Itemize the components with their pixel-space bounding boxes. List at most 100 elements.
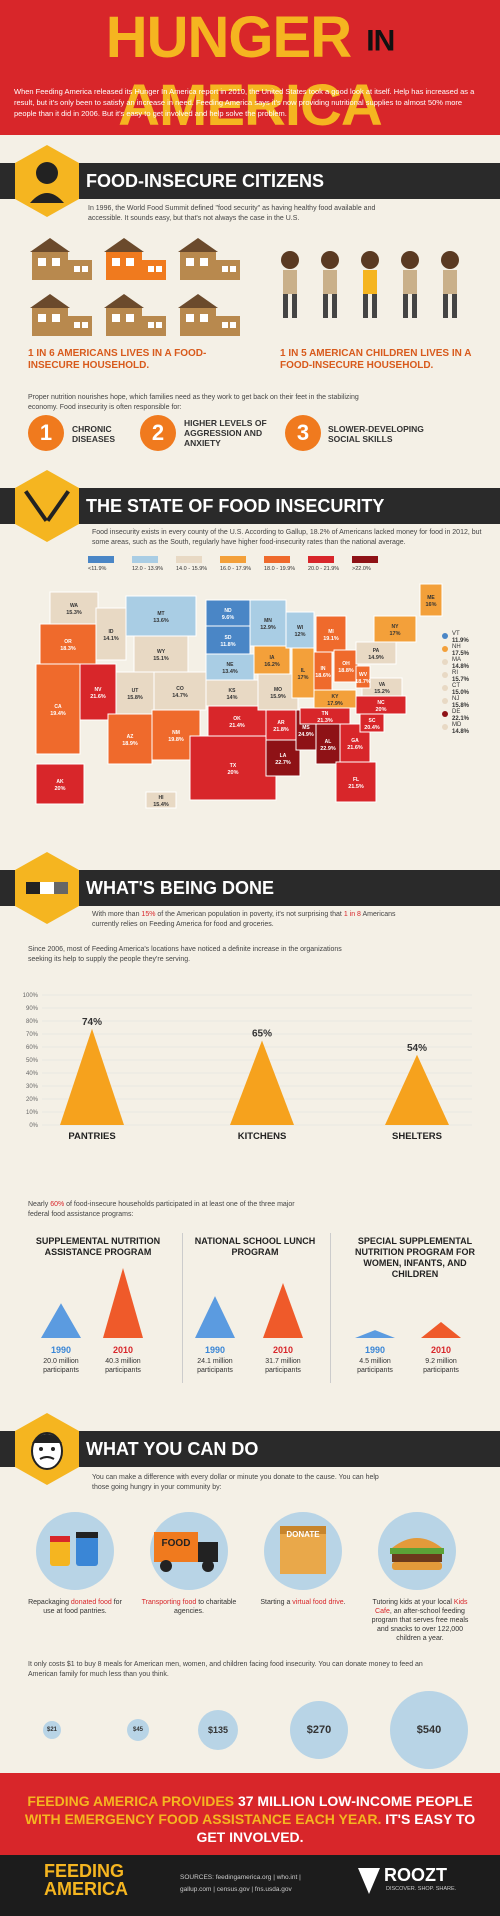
state-value-label: 14.9%	[368, 655, 384, 661]
state-me	[419, 583, 443, 617]
section-title-you-can-do: WHAT YOU CAN DO	[86, 1439, 259, 1459]
legend-swatch	[88, 556, 114, 563]
child-icon	[281, 251, 299, 318]
state-value-label: 18.9%	[122, 741, 138, 747]
header-banner	[0, 0, 500, 135]
small-state-value: 17.5%	[452, 651, 470, 657]
program-bar-1990	[41, 1303, 81, 1338]
state-abbr-label: SC	[369, 718, 376, 724]
nutrition-text: Proper nutrition nourishes hope, which f…	[28, 394, 359, 411]
donation-amount: $540	[390, 1691, 468, 1769]
state-ny	[373, 615, 417, 643]
state-wa	[49, 591, 99, 625]
divider	[182, 1233, 183, 1383]
small-state-value: 22.1%	[452, 716, 470, 722]
program-bar-2010	[421, 1322, 461, 1338]
legend-swatch	[352, 556, 378, 563]
state-ca	[35, 663, 81, 755]
child-icon	[361, 251, 379, 318]
state-wy	[133, 635, 189, 673]
small-states-list: VT 11.9% NH 17.5% MA 14.8% RI 15.7% CT 15.0% NJ 15.…	[442, 631, 500, 741]
state-value-label: 18.8%	[338, 668, 354, 674]
state-abbr-label: NE	[227, 662, 235, 668]
legend-label: 18.0 - 19.9%	[264, 566, 296, 572]
state-dot	[442, 711, 448, 717]
action-caption-repackaging: Repackaging donated food for use at food…	[28, 1599, 122, 1615]
donation-amount: $270	[290, 1701, 348, 1759]
action-circle-repackaging	[36, 1512, 114, 1590]
effect-label-3: SLOWER-DEVELOPING SOCIAL SKILLS	[328, 424, 424, 444]
donation-amount: $135	[198, 1710, 238, 1750]
category-label: KITCHENS	[238, 1131, 287, 1142]
state-abbr-label: ME	[427, 595, 435, 601]
state-ak	[35, 763, 85, 805]
donation-row: $212 WEEKS$451 MONTH$1353 MONTHS$2706 MO…	[0, 1690, 500, 1783]
state-abbr-label: GA	[351, 738, 359, 744]
category-label: PANTRIES	[68, 1131, 115, 1142]
state-value-label: 19.8%	[168, 737, 184, 743]
state-abbr-label: MS	[302, 725, 310, 731]
nearly-text: Nearly 60% of food-insecure households p…	[28, 1201, 295, 1218]
state-abbr-label: WA	[70, 603, 78, 609]
donation-amount: $45	[127, 1719, 149, 1741]
y-tick-label: 20%	[26, 1097, 39, 1103]
house-icon	[104, 238, 166, 280]
state-value-label: 18.7%	[355, 679, 371, 685]
participants-1990-nslp: 24.1 million participants	[197, 1358, 233, 1374]
section-bar-food-insecure	[0, 163, 500, 199]
small-state-abbr: MA	[452, 657, 461, 663]
participants-1990-snap: 20.0 million participants	[43, 1358, 79, 1374]
state-abbr-label: NV	[95, 687, 103, 693]
state-abbr-label: FL	[353, 777, 359, 783]
house-icon	[30, 238, 92, 280]
state-value-label: 11.8%	[220, 642, 235, 648]
roozt-logo-icon	[358, 1868, 380, 1894]
bar-value-label: 54%	[407, 1043, 427, 1054]
roozt-brand: ROOZT	[384, 1865, 447, 1885]
fork-knife-icon	[15, 470, 79, 542]
person-icon	[15, 145, 79, 217]
y-tick-label: 70%	[26, 1032, 39, 1038]
state-value-label: 12.9%	[260, 625, 276, 631]
page-title: HUNGER IN AMERICA	[105, 5, 395, 138]
program-bar-1990	[195, 1296, 235, 1338]
y-tick-label: 40%	[26, 1071, 39, 1077]
truck-icon	[154, 1532, 218, 1572]
state-dot	[442, 672, 448, 678]
year-1990-snap: 1990	[50, 1345, 72, 1355]
participants-2010-wic: 9.2 million participants	[423, 1358, 459, 1374]
cost-text: It only costs $1 to buy 8 meals for Amer…	[28, 1661, 423, 1678]
state-dot	[442, 685, 448, 691]
bar-pantries	[60, 1028, 124, 1125]
section-title-being-done: WHAT'S BEING DONE	[86, 878, 274, 898]
feeding-america-logo-line1: FEEDING	[44, 1861, 125, 1881]
state-value-label: 13.4%	[222, 669, 238, 675]
state-abbr-label: TN	[322, 711, 329, 717]
state-abbr-label: TX	[230, 763, 237, 769]
stat-children: 1 IN 5 AMERICAN CHILDREN LIVES IN A FOOD…	[280, 348, 472, 371]
state-value-label: 21.8%	[273, 727, 289, 733]
state-abbr-label: NM	[172, 730, 180, 736]
child-icon	[441, 251, 459, 318]
small-state-abbr: MD	[452, 722, 462, 728]
small-state-value: 14.8%	[452, 664, 470, 670]
state-value-label: 17%	[297, 675, 308, 681]
legend-swatch	[220, 556, 246, 563]
state-value-label: 12%	[294, 632, 305, 638]
footer-message: FEEDING AMERICA PROVIDES 37 MILLION LOW-…	[24, 1793, 476, 1845]
state-value-label: 21.4%	[229, 723, 245, 729]
small-state-value: 14.8%	[452, 729, 470, 735]
state-abbr-label: MT	[157, 611, 164, 617]
state-abbr-label: HI	[159, 795, 165, 801]
effect-number-3: 3	[285, 415, 321, 451]
state-value-label: 20%	[54, 786, 65, 792]
state-text: Food insecurity exists in every county o…	[92, 529, 482, 546]
state-abbr-label: MN	[264, 618, 272, 624]
footer-banner	[0, 1773, 500, 1855]
legend-label: >22.0%	[352, 566, 371, 572]
map-legend: <11.9% 12.0 - 13.9% 14.0 - 15.9% 16.0 - 17.…	[88, 556, 408, 578]
state-id	[95, 607, 127, 661]
section-title-food-insecure: FOOD-INSECURE CITIZENS	[86, 171, 325, 191]
state-ok	[207, 705, 267, 737]
state-value-label: 16.2%	[264, 662, 280, 668]
